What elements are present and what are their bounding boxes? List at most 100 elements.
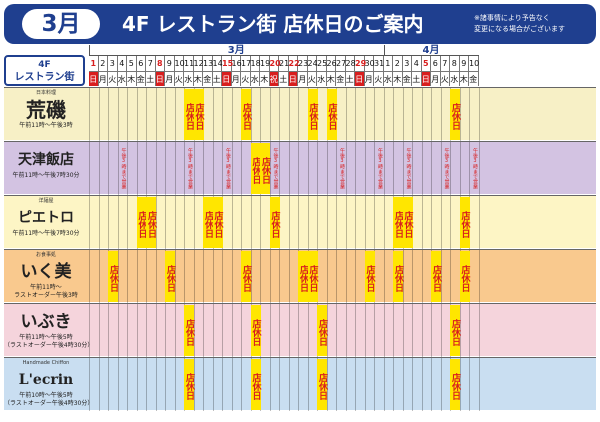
day-gridline bbox=[440, 88, 442, 141]
closed-day-marker: 店休日 bbox=[250, 359, 261, 410]
day-gridline bbox=[89, 358, 90, 411]
weekday-label: 水 bbox=[250, 71, 260, 86]
day-gridline bbox=[89, 196, 90, 249]
day-number: 2 bbox=[99, 56, 108, 71]
day-gridline bbox=[431, 358, 432, 411]
closed-day-marker: 店休日 bbox=[260, 143, 270, 194]
day-gridline bbox=[478, 304, 480, 357]
day-gridline bbox=[374, 304, 375, 357]
day-gridline bbox=[241, 142, 242, 195]
day-gridline bbox=[402, 88, 404, 141]
day-gridline bbox=[336, 196, 337, 249]
weekday-label: 土 bbox=[345, 71, 355, 86]
day-number: 7 bbox=[146, 56, 156, 71]
restaurant-tagline: 日本料理 bbox=[35, 90, 56, 96]
weekday-label: 金 bbox=[336, 71, 346, 86]
day-gridline bbox=[193, 358, 195, 411]
day-gridline bbox=[412, 304, 413, 357]
day-gridline bbox=[336, 88, 337, 141]
day-gridline bbox=[421, 358, 423, 411]
day-number: 19 bbox=[260, 56, 270, 71]
day-gridline bbox=[279, 196, 280, 249]
day-gridline bbox=[402, 358, 404, 411]
half-day-notice: 午後3時まで営業 bbox=[272, 148, 279, 189]
day-gridline bbox=[222, 358, 223, 411]
day-gridline bbox=[231, 304, 233, 357]
restaurant-tagline: 洋麺屋 bbox=[38, 198, 54, 204]
day-gridline bbox=[469, 196, 470, 249]
day-gridline bbox=[298, 88, 299, 141]
day-number: 24 bbox=[308, 56, 318, 71]
day-gridline bbox=[450, 142, 451, 195]
weekday-label: 木 bbox=[326, 71, 336, 86]
restaurant-tagline: Handmade Chiffon bbox=[22, 360, 70, 366]
day-gridline bbox=[336, 250, 337, 303]
day-gridline bbox=[450, 196, 451, 249]
day-gridline bbox=[231, 358, 233, 411]
day-gridline bbox=[440, 250, 442, 303]
closed-day-marker: 店休日 bbox=[136, 197, 147, 248]
weekday-label: 月 bbox=[431, 71, 441, 86]
day-number: 23 bbox=[298, 56, 308, 71]
day-gridline bbox=[165, 142, 166, 195]
day-gridline bbox=[212, 358, 214, 411]
day-gridline bbox=[260, 250, 261, 303]
day-gridline bbox=[393, 142, 394, 195]
day-gridline bbox=[222, 196, 223, 249]
closed-day-marker: 店休日 bbox=[298, 251, 308, 302]
day-gridline bbox=[412, 196, 413, 249]
closed-day-marker: 店休日 bbox=[184, 359, 194, 410]
day-gridline bbox=[326, 358, 328, 411]
closed-day-marker: 店休日 bbox=[450, 359, 460, 410]
business-hours: 午前11時～午後7時30分 bbox=[12, 230, 80, 237]
day-gridline bbox=[98, 142, 100, 195]
day-gridline bbox=[165, 196, 166, 249]
closed-day-marker: 店休日 bbox=[184, 89, 194, 140]
day-gridline bbox=[203, 304, 204, 357]
day-gridline bbox=[127, 196, 128, 249]
day-gridline bbox=[98, 358, 100, 411]
weekday-label: 木 bbox=[127, 71, 137, 86]
day-gridline bbox=[260, 88, 261, 141]
day-gridline bbox=[155, 358, 157, 411]
day-gridline bbox=[383, 358, 385, 411]
day-gridline bbox=[127, 304, 128, 357]
day-gridline bbox=[231, 142, 233, 195]
day-gridline bbox=[412, 250, 413, 303]
day-gridline bbox=[374, 142, 375, 195]
day-gridline bbox=[127, 88, 128, 141]
header-banner: 3月 4F レストラン街 店休日のご案内 ※諸事情により予告なく 変更になる場合… bbox=[4, 4, 596, 44]
day-number: 7 bbox=[441, 56, 450, 71]
day-gridline bbox=[355, 142, 356, 195]
closed-day-marker: 店休日 bbox=[326, 89, 337, 140]
day-gridline bbox=[478, 358, 480, 411]
weekday-label: 日 bbox=[288, 71, 298, 86]
day-gridline bbox=[364, 196, 366, 249]
day-gridline bbox=[117, 358, 119, 411]
day-gridline bbox=[279, 88, 280, 141]
day-gridline bbox=[478, 142, 480, 195]
day-gridline bbox=[478, 196, 480, 249]
day-gridline bbox=[174, 88, 176, 141]
weekday-label: 祝 bbox=[269, 71, 279, 86]
day-gridline bbox=[440, 142, 442, 195]
day-gridline bbox=[136, 88, 138, 141]
day-gridline bbox=[108, 304, 109, 357]
day-number: 9 bbox=[460, 56, 469, 71]
day-gridline bbox=[383, 304, 385, 357]
day-gridline bbox=[193, 250, 195, 303]
day-gridline bbox=[469, 142, 470, 195]
day-gridline bbox=[298, 304, 299, 357]
closed-day-marker: 店休日 bbox=[307, 251, 318, 302]
weekday-label: 日 bbox=[89, 71, 99, 86]
day-gridline bbox=[288, 196, 290, 249]
day-gridline bbox=[355, 358, 356, 411]
month-divider bbox=[89, 45, 90, 56]
day-gridline bbox=[307, 358, 309, 411]
day-gridline bbox=[431, 304, 432, 357]
weekday-label: 水 bbox=[450, 71, 460, 86]
day-gridline bbox=[469, 250, 470, 303]
day-gridline bbox=[459, 304, 461, 357]
month-divider bbox=[383, 45, 385, 56]
day-gridline bbox=[383, 142, 385, 195]
